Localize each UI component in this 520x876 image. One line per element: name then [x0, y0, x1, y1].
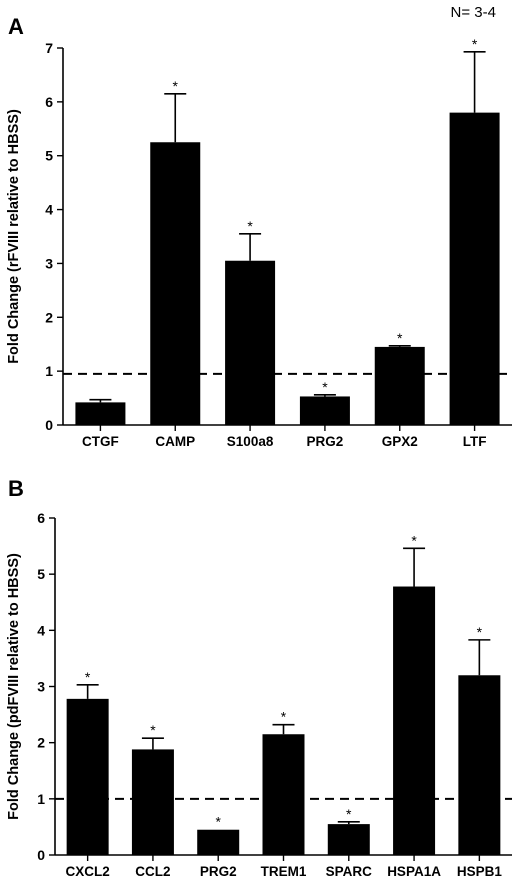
bar-b	[66, 698, 109, 855]
y-tick-label-b: 6	[37, 510, 45, 526]
significance-marker-b: *	[85, 669, 91, 685]
bar-b	[131, 749, 174, 855]
bar-a	[225, 260, 276, 425]
bar-b	[458, 675, 501, 855]
bar-a	[150, 142, 201, 425]
x-tick-label-a: PRG2	[307, 434, 344, 449]
x-tick-label-b: HSPB1	[457, 864, 503, 876]
bar-a	[449, 112, 500, 425]
bar-b	[393, 586, 436, 855]
x-tick-label-b: CXCL2	[66, 864, 110, 876]
significance-marker-a: *	[472, 36, 478, 52]
x-tick-label-a: CAMP	[155, 434, 195, 449]
bar-a	[374, 346, 425, 425]
significance-marker-b: *	[281, 709, 287, 725]
significance-marker-b: *	[215, 814, 221, 830]
sample-size-note: N= 3-4	[450, 4, 496, 21]
x-tick-label-a: LTF	[463, 434, 487, 449]
y-tick-label-a: 7	[45, 40, 53, 56]
significance-marker-a: *	[322, 379, 328, 395]
y-tick-label-a: 3	[45, 255, 53, 271]
y-tick-label-b: 2	[37, 735, 45, 751]
x-tick-label-a: GPX2	[382, 434, 418, 449]
x-tick-label-b: TREM1	[261, 864, 307, 876]
x-tick-label-b: SPARC	[326, 864, 373, 876]
y-tick-label-a: 4	[45, 202, 53, 218]
significance-marker-a: *	[247, 218, 253, 234]
y-axis-label-b: Fold Change (pdFVIII relative to HBSS)	[6, 553, 22, 820]
significance-marker-a: *	[397, 330, 403, 346]
bar-b	[327, 824, 370, 855]
y-tick-label-b: 0	[37, 847, 45, 863]
y-tick-label-a: 6	[45, 94, 53, 110]
y-tick-label-a: 2	[45, 309, 53, 325]
bar-b	[262, 734, 305, 855]
significance-marker-a: *	[173, 78, 179, 94]
y-axis-label-a: Fold Change (rFVIII relative to HBSS)	[6, 109, 22, 364]
x-tick-label-b: HSPA1A	[387, 864, 441, 876]
x-tick-label-b: CCL2	[135, 864, 170, 876]
bar-a	[299, 396, 350, 425]
panel-label-a: A	[8, 14, 24, 39]
significance-marker-b: *	[411, 532, 417, 548]
y-tick-label-b: 3	[37, 679, 45, 695]
y-tick-label-b: 4	[37, 622, 45, 638]
y-tick-label-a: 0	[45, 417, 53, 433]
bar-a	[75, 402, 126, 425]
y-tick-label-b: 1	[37, 791, 45, 807]
y-tick-label-a: 5	[45, 148, 53, 164]
panel-label-b: B	[8, 476, 24, 501]
significance-marker-b: *	[346, 806, 352, 822]
x-tick-label-b: PRG2	[200, 864, 237, 876]
significance-marker-b: *	[150, 722, 156, 738]
x-tick-label-a: S100a8	[227, 434, 274, 449]
significance-marker-b: *	[477, 624, 483, 640]
bar-b	[197, 829, 240, 855]
x-tick-label-a: CTGF	[82, 434, 119, 449]
y-tick-label-b: 5	[37, 566, 45, 582]
y-tick-label-a: 1	[45, 363, 53, 379]
